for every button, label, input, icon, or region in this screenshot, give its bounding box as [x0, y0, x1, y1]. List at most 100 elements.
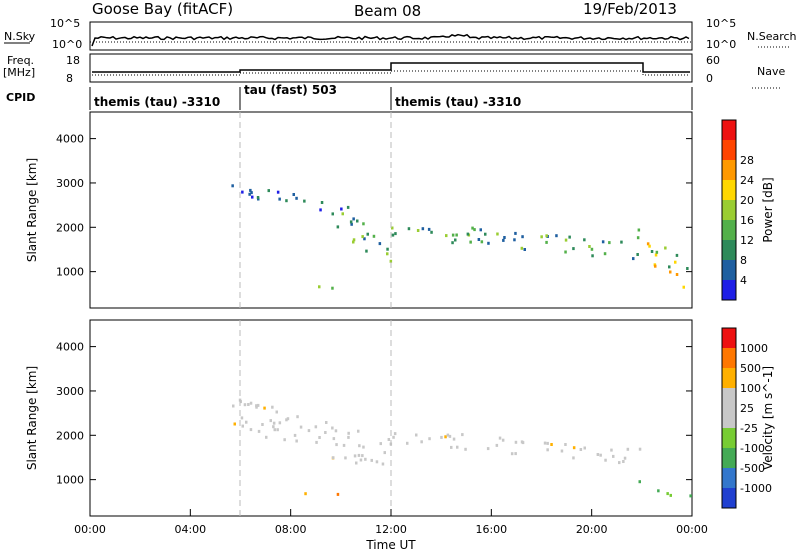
power-colorbar-tick: 28 [740, 154, 754, 167]
scatter-cell [650, 250, 654, 253]
scatter-cell [480, 240, 484, 244]
nsky-tick-top: 10^5 [50, 17, 80, 30]
scatter-cell [347, 431, 350, 435]
scatter-cell [361, 454, 364, 458]
scatter-cell [461, 433, 464, 437]
scatter-cell [513, 238, 516, 242]
scatter-cell [245, 420, 248, 424]
scatter-cell [248, 192, 251, 196]
velocity-colorbar-tick: -500 [740, 462, 765, 475]
scatter-cell [295, 439, 298, 443]
scatter-cell [446, 433, 450, 437]
scatter-cell [372, 234, 376, 238]
scatter-cell [292, 193, 295, 196]
scatter-cell [293, 433, 297, 437]
freq-panel [89, 53, 693, 83]
scatter-cell [620, 240, 623, 244]
scatter-cell [572, 247, 575, 251]
scatter-cell [256, 196, 260, 199]
velocity-colorbar-segment [722, 348, 736, 368]
cpid-mode-1: themis (tau) -3310 [94, 95, 220, 109]
scatter-cell [623, 456, 627, 460]
scatter-cell [387, 438, 391, 441]
scatter-cell [626, 447, 630, 451]
power-colorbar-segment [722, 280, 736, 300]
scatter-cell [340, 207, 343, 211]
power-colorbar-tick: 20 [740, 194, 754, 207]
scatter-cell [415, 433, 418, 437]
x-tick-label: 00:00 [74, 523, 106, 536]
scatter-cell [233, 422, 236, 426]
scatter-cell [267, 189, 270, 193]
scatter-cell [430, 230, 433, 234]
nave-tick-bottom: 0 [706, 72, 713, 85]
velocity-colorbar-segment [722, 368, 736, 388]
scatter-cell [272, 421, 276, 425]
scatter-cell [654, 253, 658, 257]
power-colorbar-segment [722, 220, 736, 240]
scatter-cell [276, 428, 279, 432]
scatter-cell [675, 253, 679, 257]
scatter-cell [545, 240, 548, 244]
scatter-cell [353, 454, 357, 458]
scatter-cell [389, 259, 393, 263]
power-colorbar-segment [722, 200, 736, 220]
scatter-cell [341, 212, 344, 216]
scatter-cell [286, 417, 290, 421]
scatter-cell [514, 452, 517, 456]
scatter-cell [445, 234, 448, 238]
nave-label: Nave [757, 65, 785, 78]
scatter-cell [250, 191, 253, 195]
scatter-cell [273, 428, 276, 432]
scatter-cell [564, 238, 568, 242]
scatter-cell [603, 252, 607, 256]
scatter-cell [232, 404, 235, 408]
x-tick-label: 04:00 [174, 523, 206, 536]
scatter-cell [503, 236, 506, 239]
scatter-cell [314, 425, 318, 429]
scatter-cell [638, 447, 642, 451]
scatter-cell [315, 440, 318, 444]
velocity-colorbar-segment [722, 388, 736, 408]
scatter-cell [473, 228, 476, 232]
scatter-cell [393, 432, 397, 436]
scatter-cell [295, 196, 298, 200]
scatter-cell [416, 229, 420, 232]
scatter-cell [520, 440, 524, 444]
scatter-cell [240, 416, 244, 420]
scatter-cell [618, 461, 621, 465]
scatter-cell [440, 435, 443, 439]
scatter-cell [560, 449, 564, 453]
cpid-mode-2: tau (fast) 503 [244, 83, 337, 97]
nave-tick-top: 60 [706, 54, 720, 67]
scatter-cell [247, 403, 250, 406]
scatter-cell [686, 267, 689, 270]
scatter-cell [496, 232, 499, 236]
scatter-cell [495, 443, 499, 447]
power-colorbar-tick: 12 [740, 234, 754, 247]
scatter-cell [251, 195, 254, 199]
scatter-cell [479, 228, 482, 232]
scatter-cell [283, 438, 286, 442]
scatter-cell [486, 447, 490, 451]
scatter-cell [265, 435, 268, 439]
scatter-cell [318, 436, 321, 439]
scatter-cell [406, 441, 409, 445]
scatter-cell [256, 403, 260, 407]
scatter-cell [555, 234, 558, 238]
scatter-cell [514, 231, 517, 235]
scatter-cell [540, 235, 543, 239]
scatter-cell [591, 254, 594, 258]
power-colorbar-segment [722, 260, 736, 280]
scatter-cell [608, 241, 611, 245]
scatter-cell [471, 226, 474, 230]
scatter-cell [355, 461, 358, 465]
velocity-colorbar-segment [722, 428, 736, 448]
scatter-cell [550, 443, 553, 446]
velocity-colorbar-tick: -25 [740, 422, 758, 435]
scatter-cell [452, 437, 456, 441]
scatter-cell [365, 249, 368, 253]
scatter-cell [285, 418, 288, 422]
scatter-cell [590, 247, 594, 251]
scatter-cell [601, 240, 605, 244]
